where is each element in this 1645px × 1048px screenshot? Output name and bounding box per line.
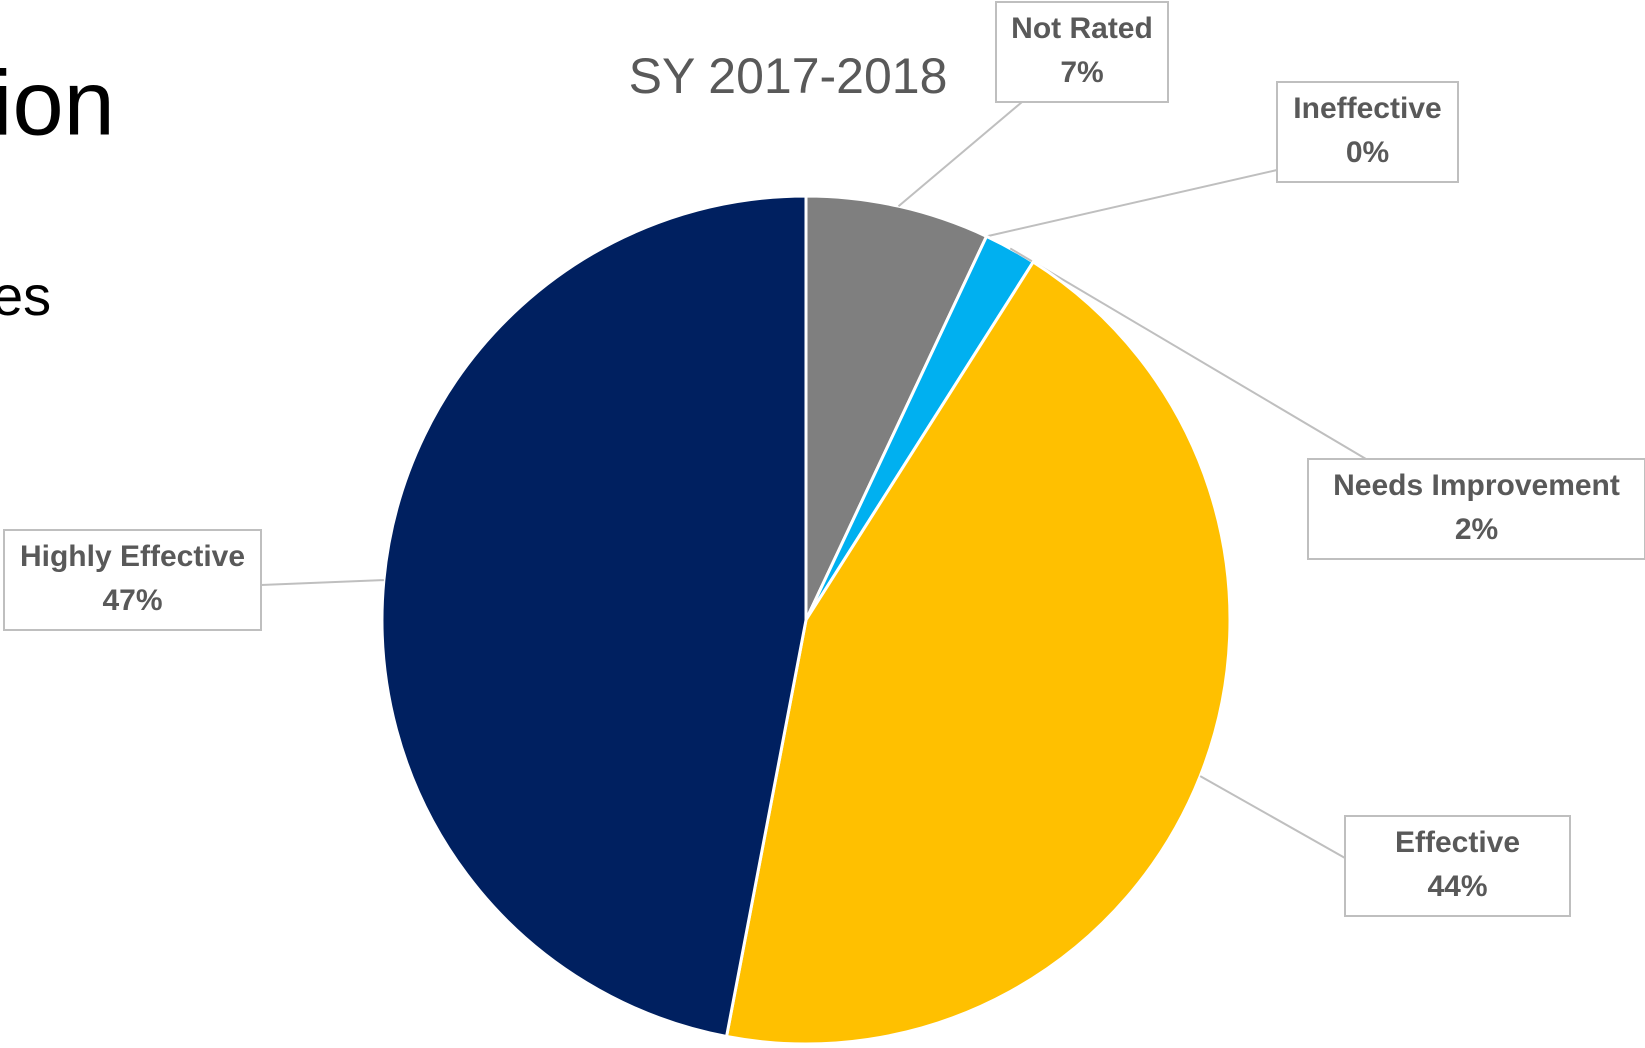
value-label: 44%	[1427, 870, 1487, 903]
category-label: Highly Effective	[20, 540, 245, 573]
leader-line	[260, 579, 384, 586]
leader-line	[1009, 247, 1367, 460]
value-label: 2%	[1455, 513, 1498, 546]
leader-line	[1199, 775, 1346, 859]
chart-title: SY 2017-2018	[629, 48, 948, 104]
category-label: Needs Improvement	[1333, 469, 1620, 502]
category-label: Ineffective	[1293, 92, 1441, 125]
label-box	[995, 1, 1169, 103]
slide-bullet: es	[0, 264, 51, 327]
pie-slice	[724, 259, 1232, 1046]
label-box	[1307, 458, 1645, 560]
leader-line	[897, 101, 1023, 207]
label-box	[1276, 81, 1459, 183]
category-label: Effective	[1395, 826, 1520, 859]
category-label: Not Rated	[1011, 12, 1153, 45]
value-label: 0%	[1346, 136, 1389, 169]
leader-line	[986, 169, 1278, 238]
label-box	[1344, 815, 1571, 917]
pie-slice	[380, 194, 808, 1039]
label-box	[3, 529, 262, 631]
slide-title: ion	[0, 52, 115, 154]
pie-slice	[804, 194, 989, 621]
value-label: 47%	[102, 584, 162, 617]
value-label: 7%	[1060, 56, 1103, 89]
